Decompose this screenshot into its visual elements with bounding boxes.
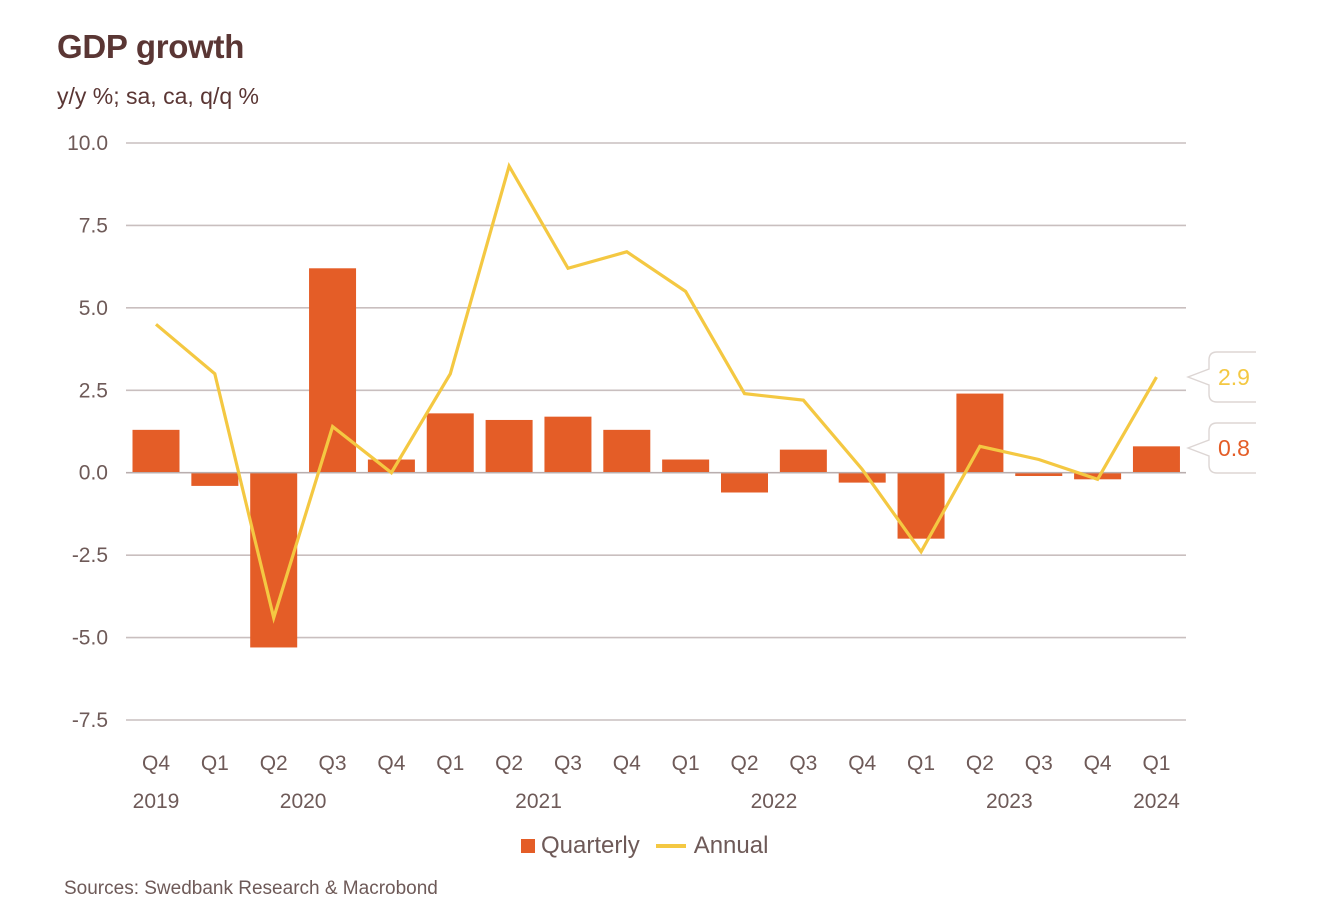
legend-annual-label: Annual <box>693 832 769 859</box>
x-tick-quarter: Q2 <box>730 752 758 775</box>
quarterly-bar <box>309 268 357 473</box>
callout-box <box>1186 422 1256 474</box>
x-tick-quarter: Q4 <box>377 752 405 775</box>
quarterly-bar <box>1074 472 1122 480</box>
y-tick-label: 10.0 <box>67 132 108 155</box>
x-tick-year: 2021 <box>515 790 562 813</box>
callout-value: 2.9 <box>1218 364 1250 390</box>
quarterly-bar <box>1132 446 1180 473</box>
quarterly-bar <box>426 413 474 473</box>
x-tick-quarter: Q1 <box>436 752 464 775</box>
x-tick-quarter: Q3 <box>554 752 582 775</box>
x-tick-quarter: Q3 <box>789 752 817 775</box>
chart-subtitle: y/y %; sa, ca, q/q % <box>57 83 259 109</box>
quarterly-bar <box>662 459 710 473</box>
x-tick-quarter: Q3 <box>319 752 347 775</box>
quarterly-bar <box>485 419 533 473</box>
chart-title: GDP growth <box>57 28 245 65</box>
x-tick-year: 2020 <box>280 790 327 813</box>
x-tick-quarter: Q1 <box>907 752 935 775</box>
y-axis-ticks: 10.0 7.5 5.0 2.5 0.0 -2.5 -5.0 -7.5 <box>67 132 108 732</box>
y-tick-label: -5.0 <box>72 627 108 650</box>
quarterly-bar <box>544 416 592 473</box>
callout-value: 0.8 <box>1218 435 1250 461</box>
x-tick-quarter: Q2 <box>495 752 523 775</box>
annual-line-path <box>154 162 1158 624</box>
callout-annual: 2.9 <box>1186 351 1256 403</box>
quarterly-bar <box>603 429 651 473</box>
quarterly-bar <box>191 472 239 486</box>
x-tick-quarter: Q4 <box>1084 752 1112 775</box>
callout-box <box>1186 351 1256 403</box>
x-tick-quarter: Q2 <box>966 752 994 775</box>
x-tick-year: 2022 <box>751 790 798 813</box>
x-tick-year: 2019 <box>133 790 180 813</box>
source-note: Sources: Swedbank Research & Macrobond <box>64 878 438 899</box>
x-tick-year: 2023 <box>986 790 1033 813</box>
x-tick-quarter: Q1 <box>201 752 229 775</box>
legend-annual-swatch <box>655 844 686 848</box>
y-tick-label: 0.0 <box>79 462 108 485</box>
x-tick-quarter: Q2 <box>260 752 288 775</box>
legend-quarterly-label: Quarterly <box>541 832 640 859</box>
x-tick-quarter: Q1 <box>672 752 700 775</box>
legend: Quarterly Annual <box>521 832 768 860</box>
x-tick-quarter: Q4 <box>848 752 876 775</box>
y-tick-label: 7.5 <box>79 214 108 237</box>
end-value-callouts: 2.9 0.8 <box>1186 351 1256 474</box>
legend-quarterly-swatch <box>521 839 535 853</box>
quarterly-bar <box>779 449 827 473</box>
quarterly-bar <box>838 472 886 483</box>
x-tick-quarter: Q1 <box>1142 752 1170 775</box>
y-tick-label: -2.5 <box>72 544 108 567</box>
x-tick-quarter: Q4 <box>613 752 641 775</box>
quarterly-bar <box>721 472 768 493</box>
annual-line <box>154 162 1158 624</box>
y-tick-label: 2.5 <box>79 379 108 402</box>
x-tick-quarter: Q4 <box>142 752 170 775</box>
callout-quarterly: 0.8 <box>1186 422 1256 474</box>
x-axis-ticks: Q4 Q1 Q2 Q3 Q4 Q1 Q2 Q3 Q4 Q1 Q2 Q3 Q4 Q1 Q2 Q3 Q4 Q1 2019… <box>133 752 1180 813</box>
quarterly-bar <box>1015 472 1063 477</box>
y-tick-label: -7.5 <box>72 709 108 732</box>
x-tick-quarter: Q3 <box>1025 752 1053 775</box>
quarterly-bar <box>132 429 180 473</box>
quarterly-bar <box>956 393 1004 473</box>
x-tick-year: 2024 <box>1133 790 1180 813</box>
y-tick-label: 5.0 <box>79 297 108 320</box>
